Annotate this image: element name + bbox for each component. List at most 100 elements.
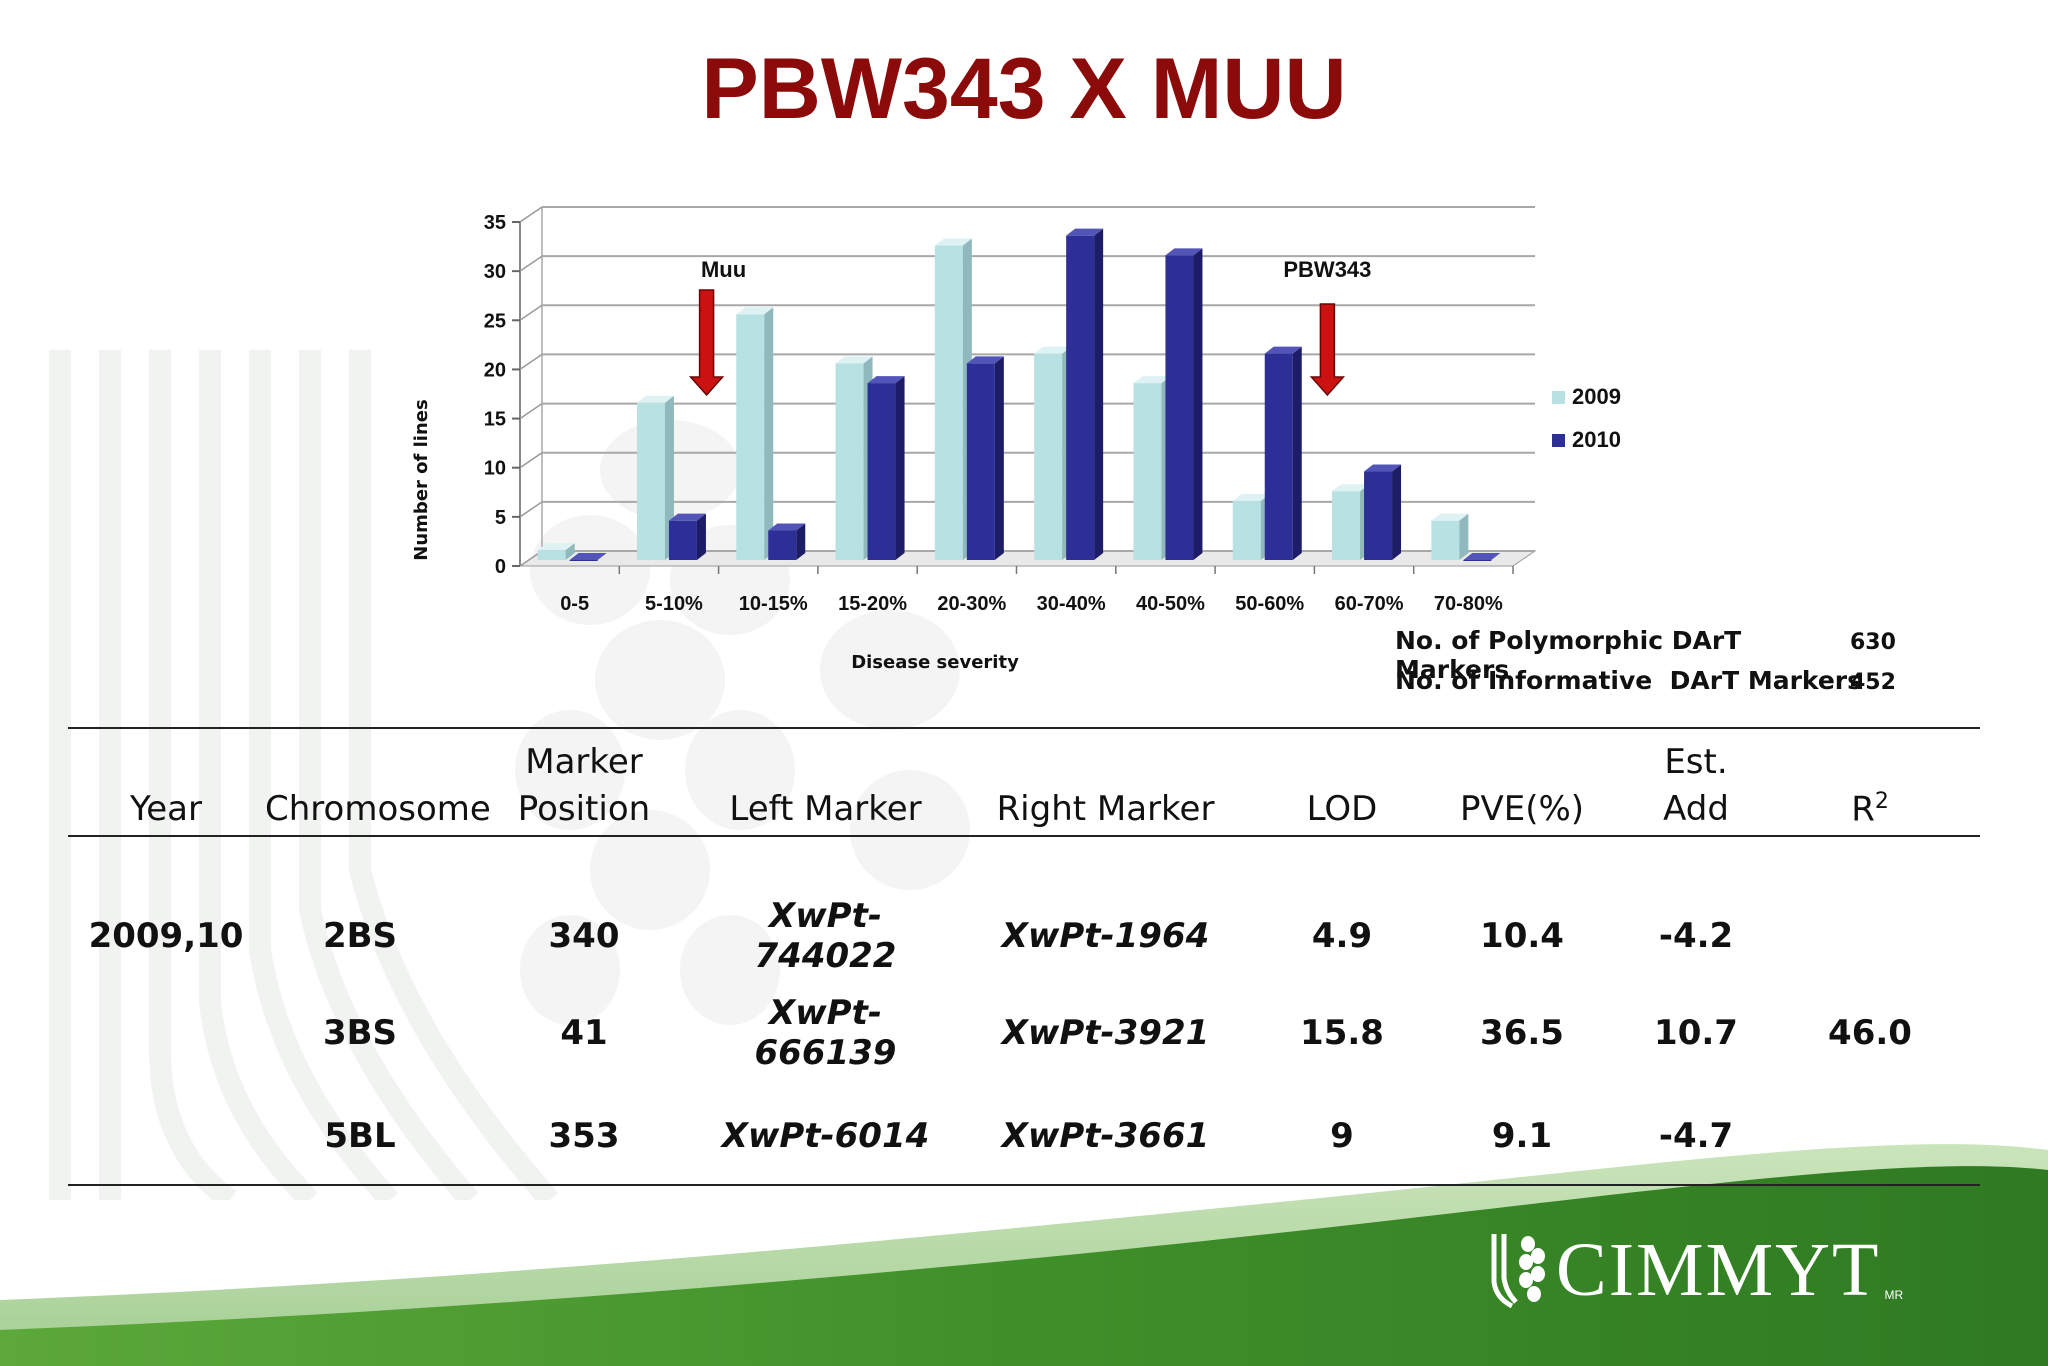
bar-2009-50-60% <box>1232 494 1270 560</box>
bar-front <box>668 520 697 560</box>
legend-label: 2010 <box>1572 427 1621 452</box>
cell-lod: 4.9 <box>1311 916 1373 956</box>
polymorphic-markers-row: No. of Polymorphic DArT Markers 630 <box>1395 626 1896 684</box>
bar-side <box>895 376 905 560</box>
cell-r2-empty <box>1760 836 1980 986</box>
chart-annotations: Muu PBW343 <box>688 257 1371 397</box>
bar-side <box>565 543 575 560</box>
bar-top <box>1133 376 1171 384</box>
x-tick-label: 30-40% <box>1037 593 1106 615</box>
x-tick-label: 20-30% <box>937 593 1006 615</box>
logo-mark: MR <box>1884 1288 1904 1302</box>
x-tick-label: 10-15% <box>739 593 808 615</box>
cell-right-marker: XwPt-3661 <box>1001 1116 1210 1156</box>
header-marker-position: Marker Position <box>456 728 712 836</box>
bar-front <box>1431 520 1460 560</box>
qtl-table: Year Chromosome Marker Position Left Mar… <box>68 727 1980 1186</box>
bar-top <box>934 238 972 246</box>
bar-side <box>796 523 806 560</box>
bar-top <box>1364 464 1402 472</box>
bar-2010-40-50% <box>1165 248 1203 561</box>
bar-2009-30-40% <box>1034 346 1072 560</box>
x-axis-title: Disease severity <box>851 652 1019 673</box>
legend-swatch <box>1552 434 1565 447</box>
bar-2010-10-15% <box>768 523 806 560</box>
cell-position: 353 <box>548 1116 620 1156</box>
header-marker-line2: Position <box>517 789 651 829</box>
bar-front <box>736 314 765 560</box>
bar-top <box>537 543 575 551</box>
annotation-Muu: Muu <box>688 257 746 397</box>
bar-top <box>835 356 873 364</box>
legend-swatch <box>1552 391 1565 404</box>
bar-top <box>1165 248 1203 256</box>
bar-top <box>1034 346 1072 354</box>
cell-est-add: -4.7 <box>1658 1116 1734 1156</box>
bar-side <box>1193 248 1203 561</box>
slide-title: PBW343 X MUU <box>701 41 1347 137</box>
bar-top <box>768 523 806 531</box>
bar-front <box>1463 560 1492 561</box>
bar-2009-0-5 <box>537 543 575 560</box>
bar-top <box>1232 494 1270 502</box>
bar-side <box>696 513 706 560</box>
red-arrow-icon <box>688 289 725 397</box>
grid-diagonal <box>519 402 543 420</box>
legend-item-2010: 2010 <box>1552 427 1621 452</box>
x-tick-label: 15-20% <box>838 593 907 615</box>
bar-2010-60-70% <box>1364 464 1402 560</box>
x-tick-label: 40-50% <box>1136 593 1205 615</box>
bar-top <box>668 513 706 521</box>
bar-2010-15-20% <box>867 376 905 560</box>
header-r: R <box>1851 789 1875 829</box>
header-r2: R2 <box>1760 728 1980 836</box>
bar-side <box>1292 346 1302 560</box>
red-arrow-icon <box>1309 303 1346 397</box>
grid-diagonal <box>519 353 543 371</box>
bar-front <box>1332 491 1361 560</box>
y-tick-labels: 0 5 10 15 20 25 30 35 <box>484 212 506 578</box>
bar-front <box>1165 255 1194 561</box>
annotation-PBW343: PBW343 <box>1283 257 1371 397</box>
bar-side <box>994 356 1004 560</box>
cell-r2: 46.0 <box>1828 1012 1912 1053</box>
bar-2009-15-20% <box>835 356 873 560</box>
bar-front <box>835 363 864 560</box>
bar-2009-5-10% <box>636 395 674 560</box>
bar-front <box>537 550 566 560</box>
bar-2010-5-10% <box>668 513 706 560</box>
grid-diagonal <box>519 206 543 223</box>
bar-front <box>1066 235 1095 560</box>
bar-side <box>1392 464 1402 560</box>
bar-2009-10-15% <box>736 307 774 560</box>
bar-front <box>1364 471 1393 560</box>
logo-wordmark: CIMMYT <box>1556 1228 1881 1312</box>
y-tick-label: 0 <box>495 556 506 578</box>
annotation-label: PBW343 <box>1283 257 1371 282</box>
x-tick-labels: 0-5 5-10% 10-15% 15-20% 20-30% 30-40% 40-50% 50… <box>560 593 1503 615</box>
cell-chromosome: 2BS <box>322 916 398 956</box>
cell-lod: 15.8 <box>1300 1012 1384 1053</box>
header-pve: PVE(%) <box>1459 789 1585 829</box>
legend-label: 2009 <box>1572 384 1621 409</box>
cell-r2-empty <box>1760 1079 1980 1185</box>
table-row: 3BS 41 XwPt-666139 XwPt-3921 15.8 36.5 1… <box>68 986 1980 1079</box>
dart-markers-info: No. of Polymorphic DArT Markers 630 No. … <box>1395 626 1896 706</box>
bar-2009-60-70% <box>1332 484 1370 560</box>
y-tick-label: 10 <box>484 458 506 480</box>
bar-top <box>636 395 674 403</box>
table-row: 5BL 353 XwPt-6014 XwPt-3661 9 9.1 -4.7 <box>68 1079 1980 1185</box>
header-est-add: Est. Add <box>1663 742 1729 829</box>
table-header-row: Year Chromosome Marker Position Left Mar… <box>68 728 1980 836</box>
bar-front <box>1264 353 1293 560</box>
bar-top <box>1332 484 1370 492</box>
bar-front <box>1133 383 1162 560</box>
bar-side <box>764 307 774 560</box>
bar-side <box>1094 228 1104 560</box>
cell-position: 340 <box>548 916 620 956</box>
y-tick-label: 35 <box>484 212 506 234</box>
header-right-marker: Right Marker <box>996 789 1215 829</box>
cell-pve: 36.5 <box>1480 1012 1564 1053</box>
cell-left-marker: XwPt-6014 <box>721 1116 930 1156</box>
bar-top <box>1431 513 1469 521</box>
